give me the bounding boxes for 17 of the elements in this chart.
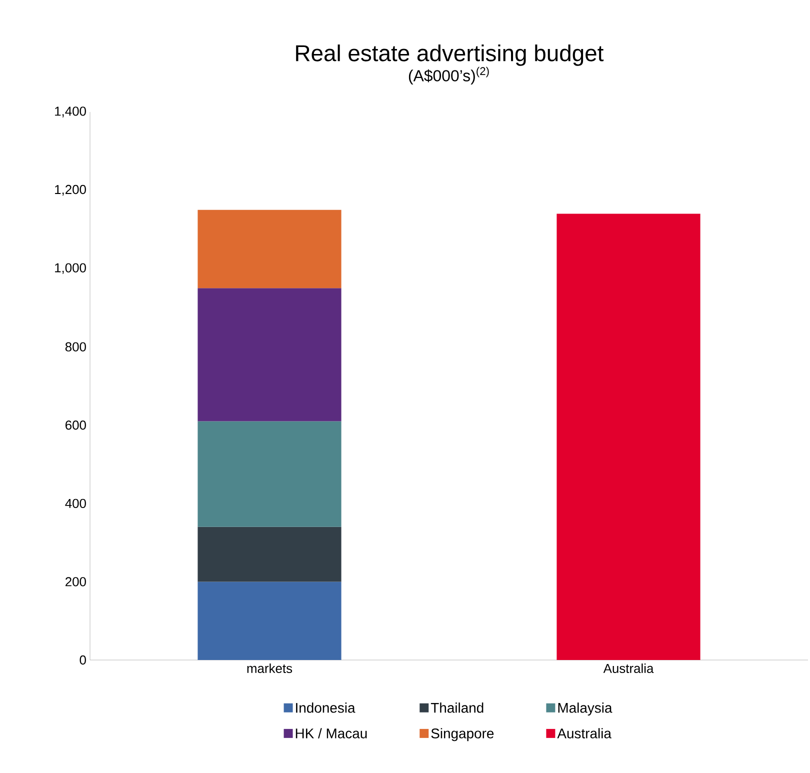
- chart-title: Real estate advertising budget: [296, 44, 604, 66]
- legend-label: Singapore: [431, 728, 494, 742]
- legend-label: Thailand: [430, 702, 484, 713]
- legend-label: Malaysia: [558, 702, 612, 716]
- y-tick-label: 200: [66, 577, 86, 586]
- legend-label: Indonesia: [296, 702, 356, 713]
- y-tick-label: 600: [66, 420, 86, 430]
- y-tick-label: 1,400: [55, 106, 86, 118]
- chart-subtitle: (A$000’s)$^{(2)}$: [408, 66, 489, 84]
- y-tick-label: 1,000: [55, 263, 86, 274]
- y-tick-label: 400: [65, 498, 86, 508]
- x-tick-label: markets: [247, 664, 292, 674]
- legend-label: HK / Macau: [296, 728, 367, 738]
- y-tick-label: 0: [80, 655, 86, 665]
- y-tick-label: 1,200: [55, 184, 86, 196]
- legend-label: Australia: [557, 728, 612, 738]
- y-tick-label: 800: [65, 342, 86, 352]
